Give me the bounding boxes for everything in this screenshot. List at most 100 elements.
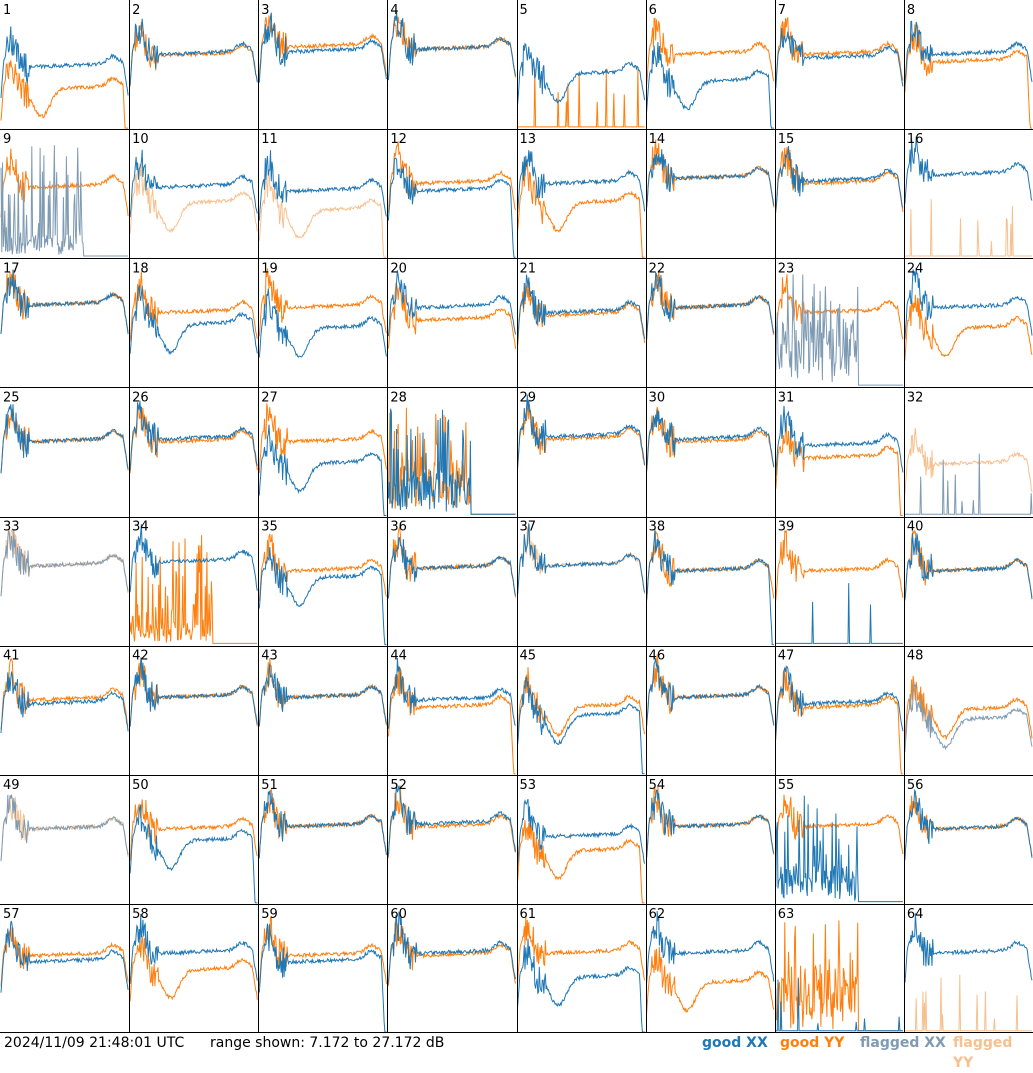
- trace-xx-35: [258, 546, 387, 646]
- panel-label-2: 2: [132, 3, 140, 18]
- trace-xx-64: [904, 913, 1033, 984]
- trace-yy-2: [129, 21, 258, 87]
- panel-label-31: 31: [778, 390, 795, 405]
- panel-22: 22: [646, 261, 775, 340]
- trace-xx-11: [258, 150, 387, 221]
- panel-label-27: 27: [261, 390, 278, 405]
- panel-33: 33: [0, 520, 129, 597]
- trace-xx-44: [387, 657, 516, 729]
- panel-label-46: 46: [649, 649, 666, 664]
- trace-yy-19: [258, 268, 387, 337]
- trace-xx-27: [258, 424, 387, 516]
- panel-30: 30: [646, 390, 775, 473]
- trace-xx-22: [646, 271, 775, 340]
- panel-54: 54: [646, 778, 775, 858]
- panel-label-42: 42: [132, 649, 149, 664]
- panel-label-51: 51: [261, 778, 278, 793]
- panel-45: 45: [517, 649, 646, 775]
- trace-xx-32: [904, 453, 1033, 515]
- legend-good-xx: good XX: [702, 1035, 768, 1051]
- trace-xx-59: [258, 923, 387, 1033]
- panel-label-19: 19: [261, 261, 278, 276]
- trace-xx-38: [646, 529, 774, 646]
- trace-xx-36: [387, 537, 516, 599]
- panel-label-56: 56: [907, 778, 924, 793]
- panel-label-22: 22: [649, 261, 666, 276]
- panel-label-9: 9: [3, 132, 11, 147]
- trace-yy-38: [646, 530, 775, 601]
- panel-12: 12: [387, 132, 516, 258]
- trace-yy-3: [258, 15, 387, 78]
- trace-yy-60: [387, 921, 516, 987]
- trace-xx-51: [258, 790, 387, 859]
- trace-xx-49: [0, 794, 129, 862]
- trace-yy-50: [129, 799, 258, 861]
- trace-xx-10: [129, 149, 258, 218]
- panel-label-8: 8: [907, 3, 915, 18]
- trace-xx-12: [387, 157, 516, 258]
- panel-25: 25: [0, 390, 129, 474]
- trace-yy-35: [258, 533, 387, 602]
- panel-label-61: 61: [520, 907, 537, 922]
- trace-yy-58: [129, 935, 258, 1002]
- trace-yy-1: [0, 60, 129, 129]
- legend-good-yy: good YY: [780, 1035, 845, 1051]
- trace-xx-1: [0, 26, 129, 99]
- panel-26: 26: [129, 390, 258, 474]
- panel-label-24: 24: [907, 261, 924, 276]
- panel-48: 48: [904, 649, 1033, 753]
- panel-3: 3: [258, 3, 387, 83]
- trace-yy-55: [775, 794, 904, 858]
- trace-yy-39: [775, 529, 904, 601]
- panel-19: 19: [258, 261, 387, 358]
- trace-yy-57: [0, 927, 129, 987]
- panel-36: 36: [387, 520, 516, 599]
- trace-xx-18: [129, 285, 258, 356]
- panel-label-38: 38: [649, 520, 666, 535]
- trace-xx-8: [904, 20, 1033, 85]
- trace-xx-53: [517, 799, 646, 868]
- panel-label-26: 26: [132, 390, 149, 405]
- panel-label-34: 34: [132, 520, 149, 535]
- panel-label-28: 28: [390, 390, 407, 405]
- panel-8: 8: [904, 3, 1033, 129]
- trace-xx-29: [517, 394, 646, 468]
- trace-xx-39: [775, 583, 903, 644]
- trace-xx-23: [775, 274, 903, 386]
- panel-41: 41: [0, 649, 129, 734]
- trace-xx-47: [775, 666, 904, 736]
- panel-6: 6: [646, 3, 775, 129]
- panel-5: 5: [517, 3, 646, 128]
- panel-label-15: 15: [778, 132, 795, 147]
- panel-21: 21: [517, 261, 646, 348]
- panel-label-44: 44: [390, 649, 407, 664]
- panel-label-17: 17: [3, 261, 20, 276]
- trace-xx-19: [258, 288, 387, 358]
- panel-15: 15: [775, 132, 904, 213]
- trace-yy-26: [129, 404, 258, 474]
- panel-label-32: 32: [907, 390, 924, 405]
- trace-xx-43: [258, 663, 387, 727]
- timestamp-label: 2024/11/09 21:48:01 UTC: [4, 1035, 185, 1051]
- trace-xx-55: [775, 795, 903, 903]
- trace-xx-48: [904, 682, 1033, 753]
- panel-4: 4: [387, 3, 516, 81]
- trace-xx-30: [646, 409, 775, 471]
- trace-xx-41: [0, 671, 129, 734]
- trace-xx-21: [517, 274, 646, 345]
- panel-label-45: 45: [520, 649, 537, 664]
- trace-xx-56: [904, 788, 1033, 861]
- trace-xx-63: [775, 978, 903, 1032]
- trace-xx-16: [904, 136, 1033, 204]
- panel-label-10: 10: [132, 132, 149, 147]
- trace-yy-11: [258, 169, 387, 258]
- panel-label-29: 29: [520, 390, 537, 405]
- legend-flagged-xx: flagged XX: [860, 1035, 946, 1051]
- panel-47: 47: [775, 649, 904, 775]
- panel-46: 46: [646, 649, 775, 727]
- panel-49: 49: [0, 778, 129, 862]
- trace-yy-5: [517, 67, 645, 128]
- trace-yy-45: [517, 667, 646, 738]
- panel-57: 57: [0, 907, 129, 993]
